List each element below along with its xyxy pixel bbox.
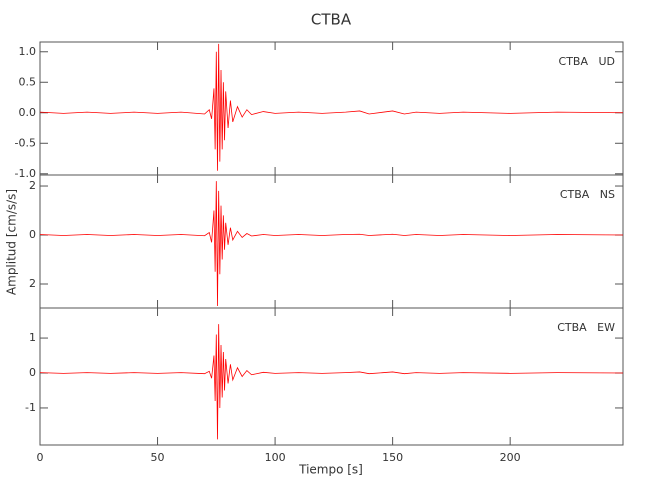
waveform [39, 43, 624, 171]
x-axis-label: Tiempo [s] [298, 463, 363, 477]
panel-frame [39, 41, 624, 176]
y-tick-label: 2 [29, 179, 36, 192]
waveform [39, 324, 624, 440]
panel-label: CTBA NS [560, 188, 615, 201]
x-tick-label: 0 [37, 451, 44, 464]
y-axis-label: Amplitud [cm/s/s] [5, 189, 19, 295]
y-tick-label: 0.0 [19, 106, 37, 119]
x-tick-label: 100 [265, 451, 286, 464]
y-tick-label: -0.5 [15, 136, 36, 149]
waveform [39, 181, 624, 307]
x-tick-label: 150 [382, 451, 403, 464]
panel-frame [39, 307, 624, 446]
x-tick-label: 200 [500, 451, 521, 464]
y-tick-label: 1.0 [19, 45, 37, 58]
y-tick-label: 0 [29, 228, 36, 241]
chart-title: CTBA [311, 11, 352, 29]
y-tick-label: -1.0 [15, 167, 36, 180]
panel-frame [39, 174, 624, 309]
panel-label: CTBA UD [559, 55, 615, 68]
y-tick-label: 2 [29, 277, 36, 290]
y-tick-label: 1 [29, 331, 36, 344]
x-tick-label: 50 [151, 451, 165, 464]
y-tick-label: -1 [25, 401, 36, 414]
y-tick-label: 0 [29, 366, 36, 379]
y-tick-label: 0.5 [19, 75, 37, 88]
panel-label: CTBA EW [557, 321, 615, 334]
